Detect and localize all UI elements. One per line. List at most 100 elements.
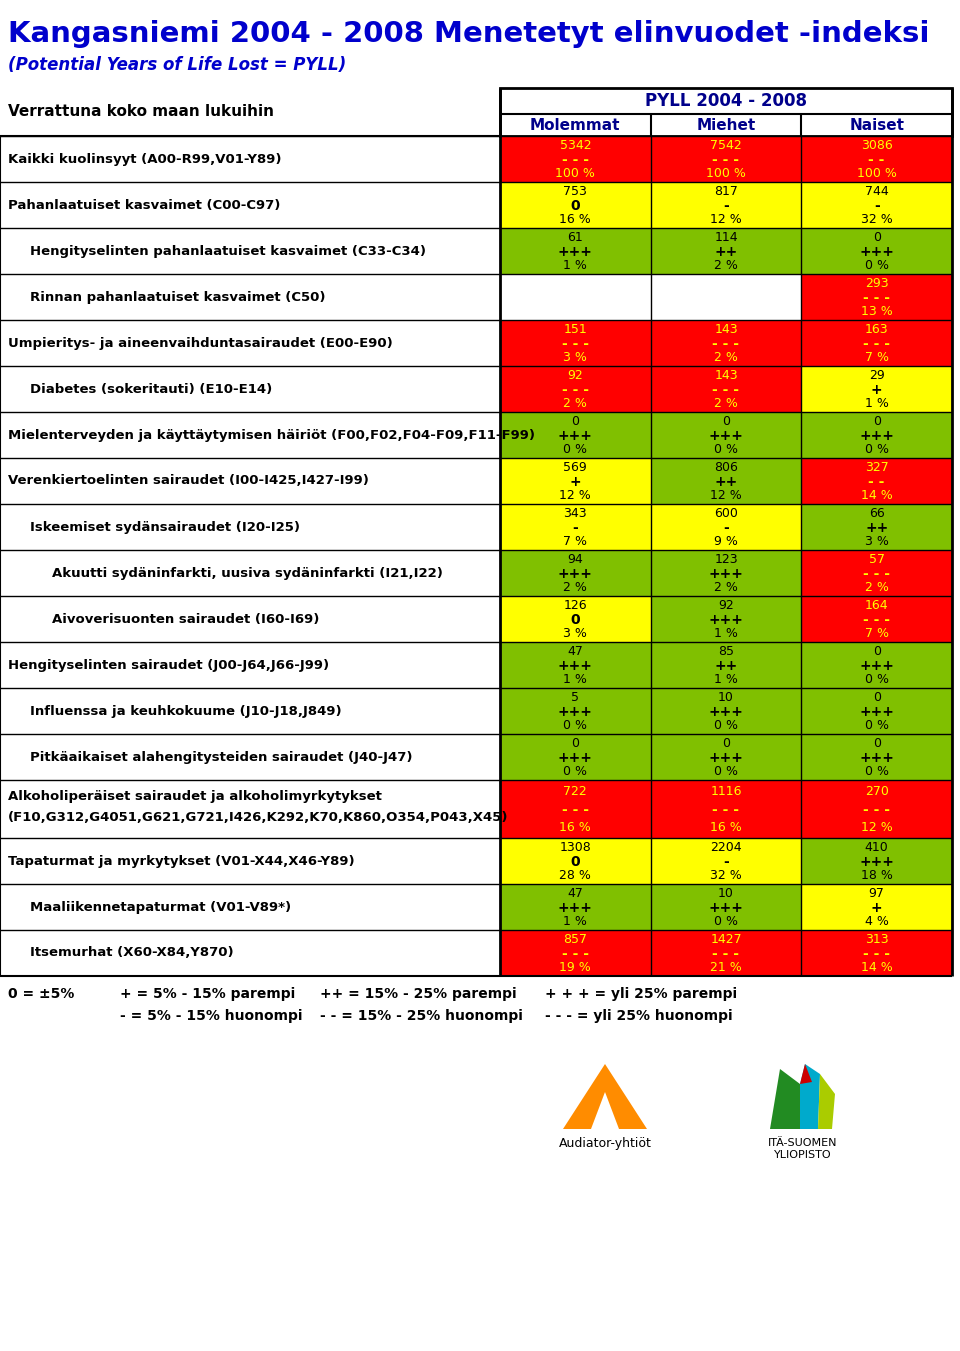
Text: 1 %: 1 % [564, 915, 588, 928]
Text: Rinnan pahanlaatuiset kasvaimet (C50): Rinnan pahanlaatuiset kasvaimet (C50) [30, 290, 325, 304]
Text: 85: 85 [718, 644, 734, 658]
Text: Audiator-yhtiöt: Audiator-yhtiöt [559, 1136, 652, 1150]
Text: - - -: - - - [562, 802, 588, 817]
Text: 92: 92 [718, 598, 733, 612]
Text: - - -: - - - [712, 336, 739, 351]
Text: + + + = yli 25% parempi: + + + = yli 25% parempi [545, 988, 737, 1001]
Text: Verenkiertoelinten sairaudet (I00-I425,I427-I99): Verenkiertoelinten sairaudet (I00-I425,I… [8, 474, 369, 488]
Bar [500, 642, 651, 688]
Text: 12 %: 12 % [861, 821, 893, 834]
Bar [802, 780, 952, 838]
Text: 327: 327 [865, 461, 889, 474]
Text: - - -: - - - [712, 382, 739, 397]
Text: 313: 313 [865, 932, 888, 946]
Text: 94: 94 [567, 553, 584, 566]
Text: 0 %: 0 % [865, 765, 889, 778]
Bar [802, 136, 952, 182]
Text: +++: +++ [708, 567, 743, 581]
Text: 1116: 1116 [710, 785, 742, 798]
Text: - - -: - - - [562, 382, 588, 397]
Text: - -: - - [869, 153, 885, 168]
Text: 5: 5 [571, 690, 579, 704]
Text: (F10,G312,G4051,G621,G721,I426,K292,K70,K860,O354,P043,X45): (F10,G312,G4051,G621,G721,I426,K292,K70,… [8, 811, 509, 824]
Bar [500, 929, 651, 975]
Text: 114: 114 [714, 231, 738, 243]
Bar [0, 182, 500, 228]
Bar [651, 734, 802, 780]
Bar [802, 182, 952, 228]
Text: 0: 0 [570, 199, 580, 213]
Text: Kaikki kuolinsyyt (A00-R99,V01-Y89): Kaikki kuolinsyyt (A00-R99,V01-Y89) [8, 153, 281, 166]
Text: Aivoverisuonten sairaudet (I60-I69): Aivoverisuonten sairaudet (I60-I69) [52, 612, 320, 626]
Bar [0, 642, 500, 688]
Bar [500, 504, 651, 550]
Bar [802, 884, 952, 929]
Text: Tapaturmat ja myrkytykset (V01-X44,X46-Y89): Tapaturmat ja myrkytykset (V01-X44,X46-Y… [8, 854, 354, 867]
Bar [802, 366, 952, 412]
Text: +++: +++ [859, 245, 894, 259]
Text: 14 %: 14 % [861, 961, 893, 974]
Text: +++: +++ [859, 705, 894, 719]
Bar [0, 688, 500, 734]
Text: +++: +++ [558, 901, 592, 915]
Text: 0: 0 [722, 415, 730, 428]
Text: - - -: - - - [562, 947, 588, 961]
Bar [802, 596, 952, 642]
Text: -: - [874, 199, 879, 213]
Text: 0 %: 0 % [865, 719, 889, 732]
Text: Umpieritys- ja aineenvaihduntasairaudet (E00-E90): Umpieritys- ja aineenvaihduntasairaudet … [8, 336, 393, 350]
Text: 13 %: 13 % [861, 305, 893, 319]
Bar [0, 929, 500, 975]
Text: 7 %: 7 % [865, 627, 889, 640]
Bar [500, 884, 651, 929]
Text: 806: 806 [714, 461, 738, 474]
Text: 343: 343 [564, 507, 588, 520]
Bar [0, 366, 500, 412]
Bar [802, 504, 952, 550]
Bar [0, 320, 500, 366]
Bar [500, 412, 651, 458]
Text: 143: 143 [714, 323, 738, 335]
Text: ++: ++ [865, 521, 888, 535]
Bar [0, 734, 500, 780]
Text: 10: 10 [718, 886, 734, 900]
Bar [0, 780, 500, 838]
Bar [802, 688, 952, 734]
Text: +++: +++ [558, 567, 592, 581]
Text: +: + [871, 901, 882, 915]
Text: 0: 0 [873, 231, 880, 243]
Text: 100 %: 100 % [856, 168, 897, 180]
Bar [651, 929, 802, 975]
Text: +++: +++ [859, 659, 894, 673]
Text: 569: 569 [564, 461, 588, 474]
Text: ++: ++ [714, 476, 737, 489]
Bar [0, 504, 500, 550]
Text: 3 %: 3 % [865, 535, 889, 549]
Text: 0: 0 [873, 690, 880, 704]
Text: 0: 0 [570, 855, 580, 869]
Text: 410: 410 [865, 840, 889, 854]
Text: 100 %: 100 % [706, 168, 746, 180]
Text: Miehet: Miehet [696, 118, 756, 132]
Bar [651, 504, 802, 550]
Text: 100 %: 100 % [556, 168, 595, 180]
Text: +++: +++ [859, 751, 894, 765]
Text: 47: 47 [567, 644, 584, 658]
Text: 66: 66 [869, 507, 884, 520]
Text: 817: 817 [714, 185, 738, 197]
Bar [802, 458, 952, 504]
Bar [802, 838, 952, 884]
Bar [500, 320, 651, 366]
Text: 16 %: 16 % [710, 821, 742, 834]
Bar [651, 838, 802, 884]
Text: Pahanlaatuiset kasvaimet (C00-C97): Pahanlaatuiset kasvaimet (C00-C97) [8, 199, 280, 212]
Bar [0, 136, 500, 182]
Text: 32 %: 32 % [710, 869, 742, 882]
Text: 12 %: 12 % [710, 489, 742, 503]
Text: 32 %: 32 % [861, 213, 893, 226]
Text: Naiset: Naiset [850, 118, 904, 132]
Text: 0 = ±5%: 0 = ±5% [8, 988, 74, 1001]
Polygon shape [591, 1092, 619, 1129]
Bar [500, 274, 651, 320]
Bar [651, 320, 802, 366]
